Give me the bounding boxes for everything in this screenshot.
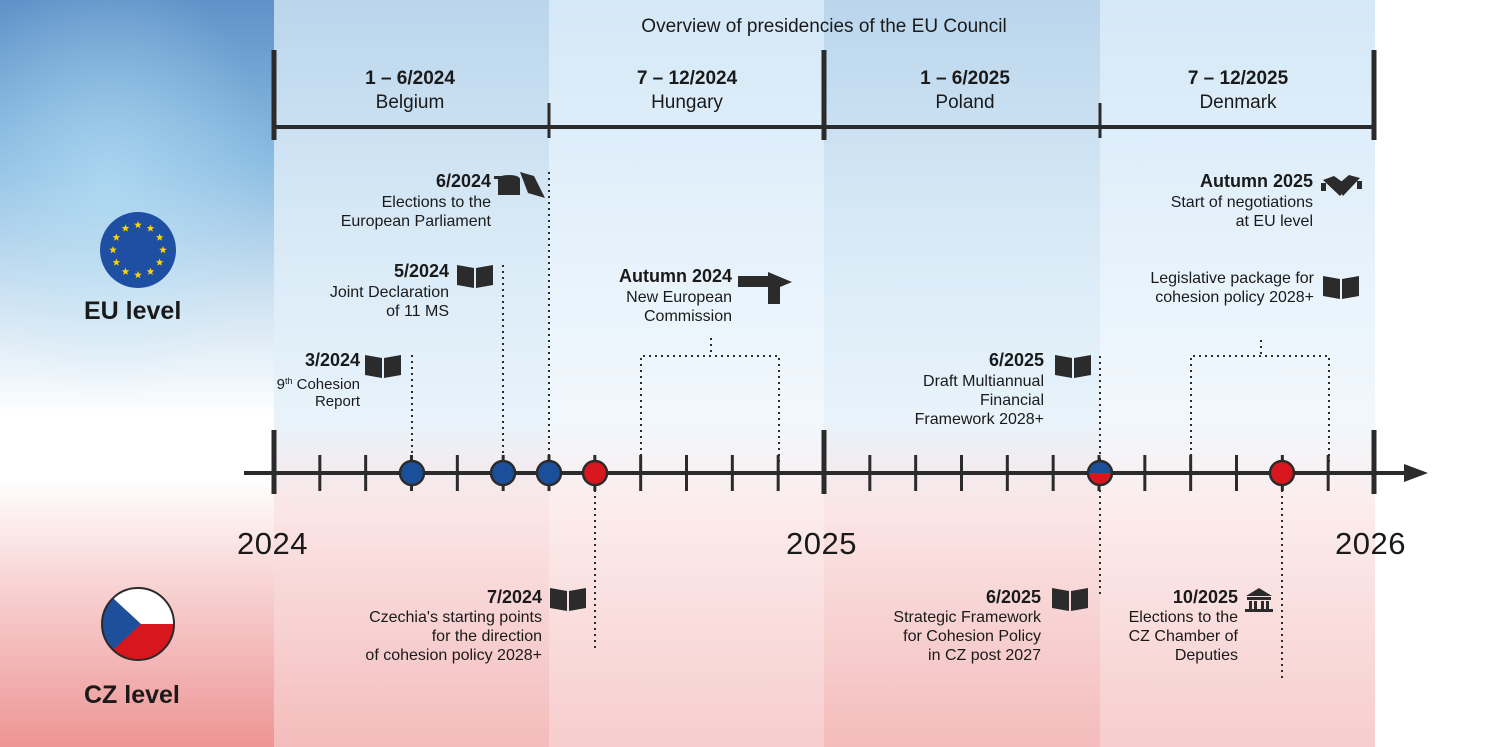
presidency-period: 1 – 6/2025 — [920, 68, 1010, 89]
presidency-period: 1 – 6/2024 — [365, 68, 455, 89]
event-text: Czechia's starting points — [369, 609, 542, 626]
star-icon — [112, 258, 121, 266]
event-text: 9th Cohesion — [276, 376, 360, 393]
event-text: in CZ post 2027 — [928, 647, 1041, 664]
star-icon — [155, 258, 164, 266]
event-text: Framework 2028+ — [914, 411, 1044, 428]
star-icon — [121, 267, 130, 275]
event-text: Report — [314, 393, 360, 410]
marker-eu-cz-6-2025 — [1086, 459, 1114, 487]
marker-cz-10-2025 — [1268, 459, 1296, 487]
event-text: Elections to the — [1128, 609, 1238, 626]
eu-level-label: EU level — [84, 297, 182, 325]
presidency-period: 7 – 12/2024 — [636, 68, 738, 89]
event-date: 6/2025 — [988, 350, 1044, 370]
event-date: Autumn 2025 — [1199, 171, 1313, 191]
event-text: Financial — [979, 392, 1044, 409]
event-text: Deputies — [1174, 647, 1238, 664]
event-text: CZ Chamber of — [1128, 628, 1238, 645]
book-icon-eu-5-2024 — [457, 265, 493, 288]
marker-cz-7-2024 — [581, 459, 609, 487]
year-label: 2026 — [1335, 526, 1406, 561]
event-text: for Cohesion Policy — [903, 628, 1041, 645]
event-text: at EU level — [1235, 213, 1313, 230]
event-date: 3/2024 — [304, 350, 360, 370]
star-icon — [134, 221, 142, 229]
column-denmark — [1100, 0, 1375, 747]
event-text: Strategic Framework — [893, 609, 1041, 626]
event-text: Legislative package for — [1150, 270, 1314, 287]
book-icon-eu-legislative — [1323, 276, 1359, 299]
event-text: of 11 MS — [386, 303, 449, 320]
column-poland — [824, 0, 1100, 747]
event-connectors — [411, 172, 1330, 678]
year-label: 2025 — [786, 526, 857, 561]
czech-flag-icon — [101, 587, 175, 661]
year-label: 2024 — [237, 526, 308, 561]
ballot-box-icon — [494, 172, 545, 198]
presidency-period: 7 – 12/2025 — [1187, 68, 1289, 89]
event-text: cohesion policy 2028+ — [1155, 289, 1314, 306]
star-icon — [109, 246, 117, 254]
government-building-icon — [1245, 588, 1273, 612]
star-icon — [112, 233, 121, 241]
presidency-country: Poland — [935, 92, 995, 113]
event-text: for the direction — [431, 628, 542, 645]
presidency-country: Hungary — [651, 92, 723, 113]
book-icon-eu-6-2025 — [1055, 355, 1091, 378]
event-date: Autumn 2024 — [618, 266, 732, 286]
event-text: European Parliament — [340, 213, 491, 230]
page-title: Overview of presidencies of the EU Counc… — [641, 16, 1007, 37]
cz-level-label: CZ level — [84, 681, 180, 709]
star-icon — [155, 233, 164, 241]
star-icon — [121, 224, 130, 232]
event-text: New European — [626, 289, 732, 306]
event-date: 10/2025 — [1172, 587, 1238, 607]
marker-eu-5-2024 — [489, 459, 517, 487]
time-axis — [244, 430, 1408, 494]
star-icon — [146, 267, 155, 275]
event-text: Start of negotiations — [1170, 194, 1313, 211]
event-markers — [398, 459, 1296, 487]
event-date: 7/2024 — [486, 587, 542, 607]
marker-eu-3-2024 — [398, 459, 426, 487]
book-icon-cz-6-2025 — [1052, 588, 1088, 611]
event-date: 6/2025 — [985, 587, 1041, 607]
event-date: 5/2024 — [393, 261, 449, 281]
star-icon — [146, 224, 155, 232]
event-text: Draft Multiannual — [923, 373, 1044, 390]
event-text: Joint Declaration — [329, 284, 449, 301]
presidency-country: Denmark — [1199, 92, 1277, 113]
star-icon — [134, 271, 142, 279]
event-text: of cohesion policy 2028+ — [365, 647, 542, 664]
star-icon — [159, 246, 167, 254]
presidency-bracket — [271, 50, 1377, 140]
event-text: Commission — [643, 308, 732, 325]
book-icon-cz-7-2024 — [550, 588, 586, 611]
eu-flag-icon — [100, 212, 176, 288]
signpost-icon — [738, 272, 792, 304]
presidency-country: Belgium — [375, 92, 445, 113]
axis-arrow — [1404, 464, 1428, 482]
marker-eu-6-2024 — [535, 459, 563, 487]
event-text: Elections to the — [381, 194, 491, 211]
event-date: 6/2024 — [435, 171, 491, 191]
book-icon-eu-3-2024 — [365, 355, 401, 378]
handshake-icon — [1321, 175, 1362, 196]
